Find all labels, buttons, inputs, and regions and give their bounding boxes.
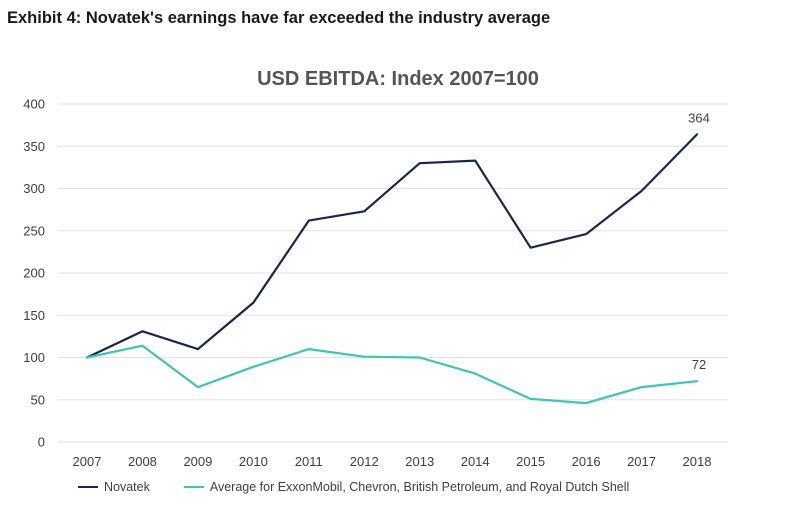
- series-lines: [85, 133, 699, 405]
- end-labels: 364 72: [688, 110, 710, 372]
- legend-label-novatek: Novatek: [104, 480, 150, 494]
- x-tick-label: 2008: [128, 454, 157, 469]
- y-tick-label: 150: [23, 308, 45, 323]
- x-tick-label: 2009: [183, 454, 212, 469]
- y-tick-label: 400: [23, 97, 45, 112]
- x-tick-label: 2010: [239, 454, 268, 469]
- x-tick-label: 2007: [73, 454, 102, 469]
- x-tick-label: 2018: [683, 454, 712, 469]
- x-tick-label: 2013: [405, 454, 434, 469]
- y-tick-label: 350: [23, 139, 45, 154]
- x-tick-label: 2015: [516, 454, 545, 469]
- y-tick-label: 0: [38, 435, 45, 450]
- x-tick-label: 2016: [572, 454, 601, 469]
- legend: Novatek Average for ExxonMobil, Chevron,…: [78, 480, 663, 494]
- end-label-series-0: 364: [688, 110, 710, 125]
- legend-swatch-industry-average: [183, 486, 204, 488]
- end-label-series-1: 72: [692, 357, 706, 372]
- y-axis: 0 50 100 150 200 250 300 350 400: [23, 97, 45, 450]
- y-tick-label: 300: [23, 181, 45, 196]
- chart-title: USD EBITDA: Index 2007=100: [257, 68, 539, 90]
- series-line-1: [85, 344, 699, 405]
- x-axis: 2007 2008 2009 2010 2011 2012 2013 2014 2015 2016…: [73, 454, 712, 469]
- x-tick-label: 2011: [295, 454, 323, 469]
- series-line-0: [85, 133, 699, 359]
- x-tick-label: 2012: [350, 454, 379, 469]
- exhibit-title: Exhibit 4: Novatek's earnings have far e…: [7, 9, 551, 27]
- legend-item-novatek: Novatek: [78, 480, 150, 494]
- legend-swatch-novatek: [78, 486, 98, 488]
- gridlines: [58, 103, 728, 443]
- y-tick-label: 200: [23, 266, 45, 281]
- x-tick-label: 2017: [627, 454, 656, 469]
- legend-label-industry-average: Average for ExxonMobil, Chevron, British…: [209, 480, 630, 494]
- legend-item-industry-average: Average for ExxonMobil, Chevron, British…: [183, 480, 630, 494]
- x-tick-label: 2014: [461, 454, 490, 469]
- y-tick-label: 250: [23, 223, 45, 238]
- y-tick-label: 50: [31, 392, 45, 407]
- y-tick-label: 100: [23, 350, 45, 365]
